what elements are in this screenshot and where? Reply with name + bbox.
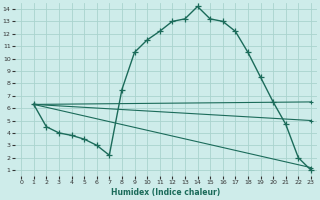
X-axis label: Humidex (Indice chaleur): Humidex (Indice chaleur) — [111, 188, 221, 197]
